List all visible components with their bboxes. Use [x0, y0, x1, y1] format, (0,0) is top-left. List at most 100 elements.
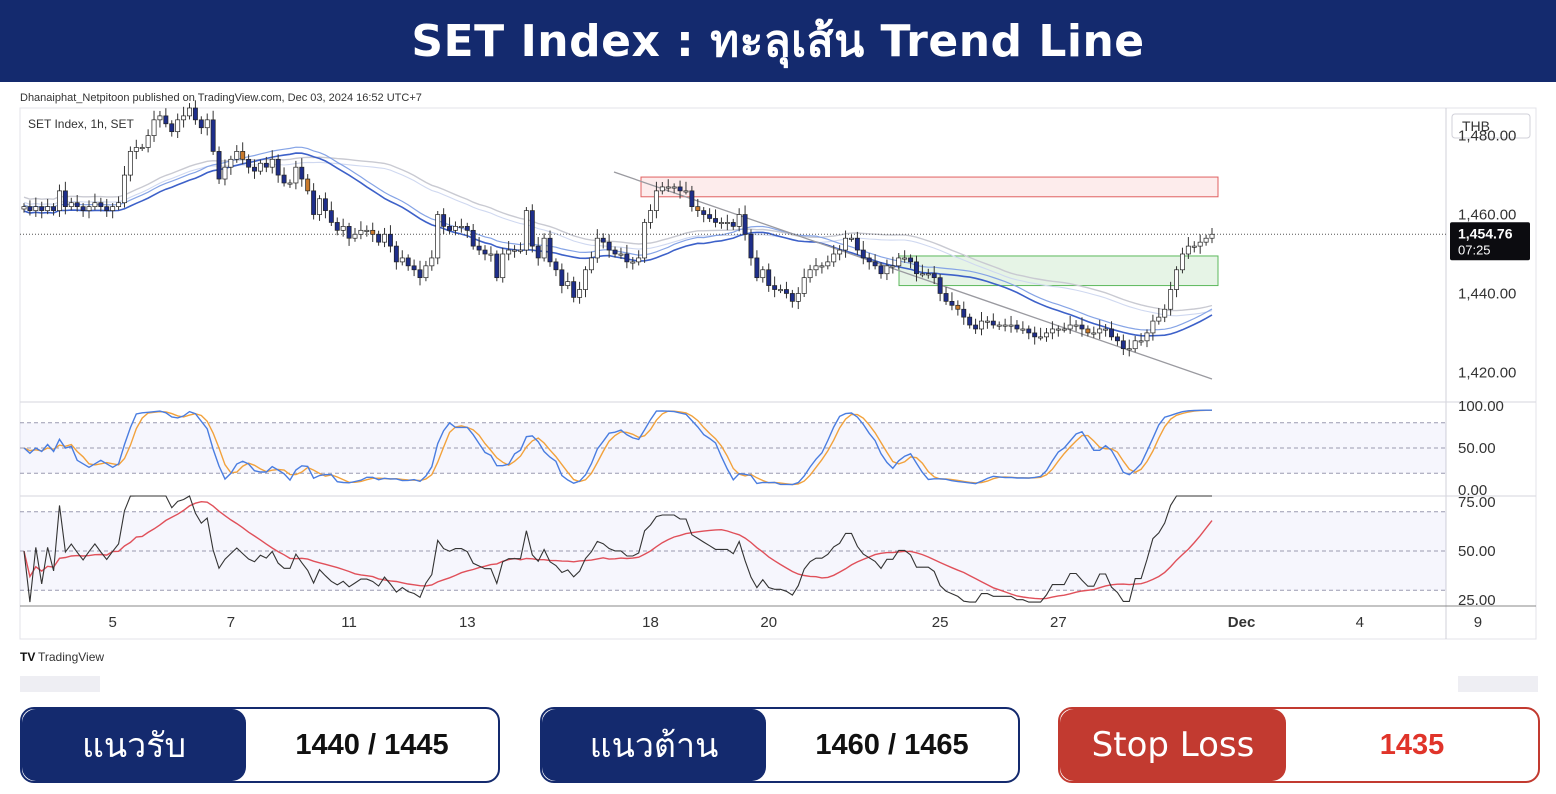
candle-body [346, 226, 352, 239]
candle-body [370, 229, 376, 235]
stoch-tick-label: 50.00 [1458, 440, 1496, 457]
time-tick-label: 27 [1050, 614, 1067, 631]
candle-body [541, 237, 547, 259]
candle-body [181, 115, 187, 121]
candle-body [387, 233, 393, 247]
time-tick-label: 5 [108, 614, 116, 631]
last-price-label: 1,454.76 [1458, 225, 1513, 241]
candle-body [612, 249, 618, 255]
candle-body [1114, 336, 1120, 342]
candle-body [252, 166, 257, 172]
candle-body [39, 206, 45, 211]
candle-body [322, 198, 328, 211]
ma-slow [23, 152, 1213, 337]
candle-body [973, 324, 979, 330]
candle-body [772, 285, 778, 290]
candle-body [984, 320, 990, 323]
candle-body [1097, 328, 1103, 334]
candle-body [110, 206, 116, 211]
candle-body [482, 249, 488, 255]
candle-body [1026, 328, 1032, 334]
candle-body [872, 261, 878, 267]
time-tick-label: 20 [760, 614, 777, 631]
price-tick-label: 1,460.00 [1458, 207, 1516, 224]
candle-body [1203, 237, 1209, 243]
tradingview-logo-icon: TV [20, 650, 35, 664]
candle-body [1032, 332, 1038, 338]
candle-body [571, 281, 577, 298]
candle-body [57, 190, 62, 211]
time-tick-label: 11 [341, 614, 357, 631]
candle-body [795, 293, 801, 302]
candle-body [494, 253, 500, 279]
candle-body [68, 202, 74, 207]
candle-body [163, 115, 169, 125]
candle-body [405, 257, 411, 267]
price-tick-label: 1,420.00 [1458, 364, 1516, 381]
candle-body [187, 107, 192, 117]
candle-body [305, 178, 311, 192]
candle-body [1138, 340, 1144, 343]
candle-body [98, 202, 104, 207]
support-box: แนวรับ 1440 / 1445 [20, 707, 500, 783]
candle-body [192, 107, 198, 121]
stoch-band [20, 422, 1446, 474]
candle-body [382, 233, 387, 243]
candle-body [1079, 324, 1085, 330]
support-value: 1440 / 1445 [295, 728, 449, 761]
candle-body [1174, 269, 1179, 290]
candle-body [1002, 324, 1008, 327]
candle-body [358, 229, 364, 235]
candle-body [831, 253, 837, 263]
candle-body [996, 324, 1002, 327]
candle-body [417, 269, 423, 279]
candle-body [760, 269, 766, 279]
resistance-box: แนวต้าน 1460 / 1465 [540, 707, 1020, 783]
candle-body [1162, 308, 1168, 318]
candle-body [825, 261, 831, 267]
candle-body [807, 269, 813, 279]
candle-body [393, 245, 399, 263]
trend-line [613, 171, 1213, 380]
candle-body [553, 261, 559, 271]
candle-body [837, 249, 843, 255]
time-tick-label: 9 [1474, 614, 1482, 631]
tradingview-chart[interactable]: SET Index, 1h, SET THB1,480.001,460.001,4… [0, 82, 1556, 692]
candle-body [742, 214, 748, 235]
candle-body [139, 147, 145, 150]
candle-body [74, 202, 80, 207]
stop-loss-box: Stop Loss 1435 [1058, 707, 1540, 783]
candle-body [1191, 245, 1197, 248]
published-line: Dhanaiphat_Netpitoon published on Tradin… [20, 92, 422, 104]
candle-body [890, 265, 896, 268]
candle-body [730, 222, 736, 227]
candle-body [376, 233, 382, 243]
tradingview-footer-label: TradingView [38, 650, 104, 664]
candle-body [1197, 241, 1203, 247]
candle-body [464, 226, 470, 231]
candle-body [701, 210, 707, 215]
candle-body [724, 222, 730, 224]
candle-body [1156, 316, 1162, 322]
candle-body [819, 265, 825, 268]
candle-body [1014, 324, 1020, 330]
candle-body [204, 119, 210, 129]
ma-fast [23, 146, 1213, 331]
title-banner: SET Index : ทะลุเส้น Trend Line [0, 0, 1556, 82]
candle-body [588, 257, 594, 271]
candle-body [937, 277, 943, 294]
candle-body [653, 190, 659, 211]
candle-body [636, 257, 642, 263]
candle-body [116, 202, 122, 207]
chart-area[interactable]: SET Index, 1h, SET THB 1,480.00 1,460.00 1,4… [0, 82, 1556, 692]
candle-body [943, 293, 949, 302]
candle-body [1061, 328, 1067, 331]
candle-body [151, 119, 157, 136]
price-tick-label: 1,440.00 [1458, 285, 1516, 302]
candle-body [648, 210, 653, 223]
candle-body [328, 210, 334, 223]
candle-body [931, 273, 937, 279]
candle-body [157, 115, 163, 121]
candle-body [689, 190, 695, 207]
rsi-line [23, 495, 1212, 603]
